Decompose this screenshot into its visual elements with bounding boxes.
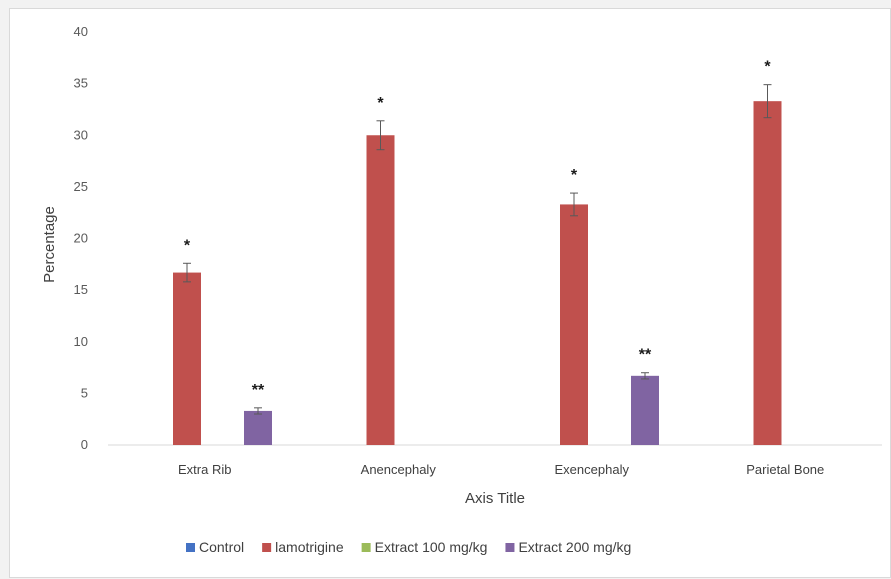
- bars: ********: [173, 59, 782, 446]
- chart-area: 0 5 10 15 20 25 30 35 40 * ** * * ** * Extra Rib Anenc…: [9, 8, 891, 578]
- x-tick-label: Extra Rib: [178, 462, 231, 477]
- y-tick-label: 5: [81, 385, 88, 400]
- y-tick-label: 30: [74, 127, 88, 142]
- significance-marker: *: [764, 59, 771, 76]
- category-labels: Extra Rib Anencephaly Exencephaly Parietal …: [178, 462, 824, 477]
- y-tick-label: 20: [74, 231, 88, 246]
- x-tick-label: Anencephaly: [361, 462, 437, 477]
- significance-marker: **: [252, 382, 265, 399]
- significance-marker: *: [184, 237, 191, 254]
- legend-swatch: [361, 543, 371, 552]
- legend-label: Control: [199, 539, 244, 555]
- y-tick-label: 15: [74, 282, 88, 297]
- bar: [244, 410, 272, 445]
- x-tick-label: Parietal Bone: [746, 462, 824, 477]
- y-tick-label: 10: [74, 334, 88, 349]
- y-axis-title: Percentage: [41, 206, 58, 283]
- significance-marker: *: [571, 167, 578, 184]
- bar: [560, 204, 588, 445]
- y-axis-ticks: 0 5 10 15 20 25 30 35 40: [74, 24, 88, 452]
- legend-swatch: [505, 543, 515, 552]
- legend-swatch: [262, 543, 272, 552]
- significance-marker: *: [377, 95, 384, 112]
- y-tick-label: 35: [74, 76, 88, 91]
- legend-label: lamotrigine: [275, 539, 344, 555]
- y-tick-label: 0: [81, 437, 88, 452]
- x-axis-title: Axis Title: [465, 490, 525, 507]
- significance-marker: **: [639, 347, 652, 364]
- y-tick-label: 40: [74, 24, 88, 39]
- bar: [753, 101, 782, 446]
- legend-swatch: [186, 543, 195, 552]
- legend: Control lamotrigine Extract 100 mg/kg Extra…: [186, 539, 631, 555]
- bar: [173, 272, 201, 445]
- legend-label: Extract 100 mg/kg: [375, 539, 488, 555]
- legend-label: Extract 200 mg/kg: [518, 539, 631, 555]
- bar: [366, 135, 395, 445]
- y-tick-label: 25: [74, 179, 88, 194]
- x-tick-label: Exencephaly: [555, 462, 630, 477]
- bar: [631, 375, 659, 445]
